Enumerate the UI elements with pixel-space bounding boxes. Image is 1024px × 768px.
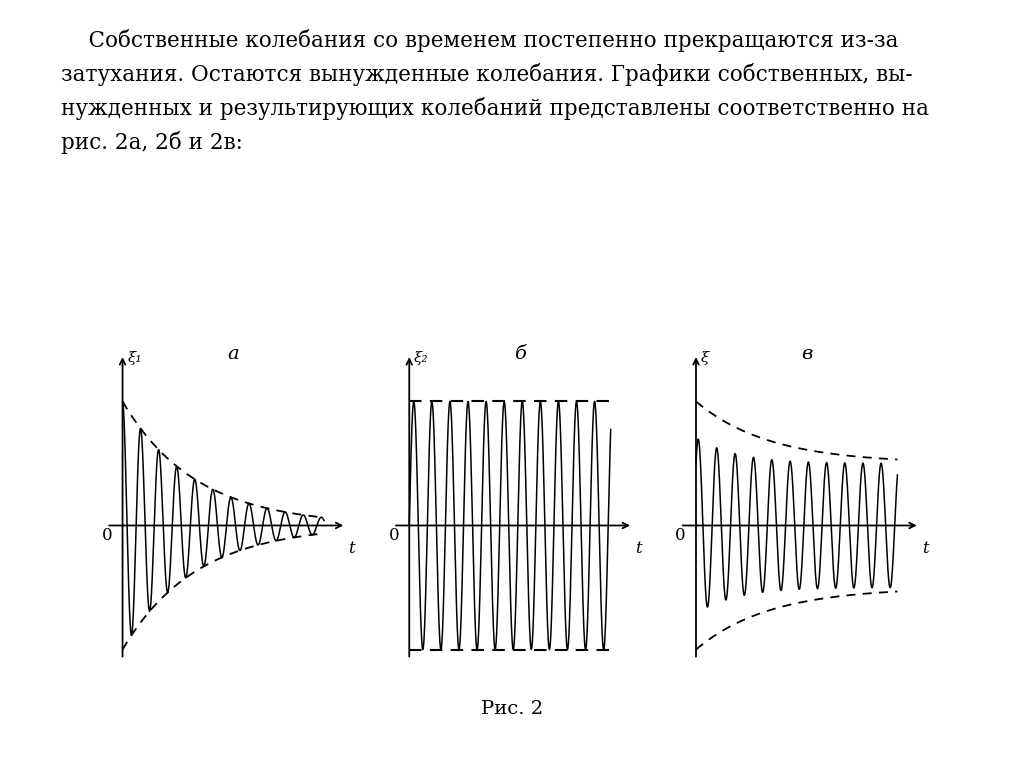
Text: 0: 0 [101, 527, 113, 544]
Text: t: t [635, 541, 641, 558]
Text: t: t [348, 541, 354, 558]
Text: а: а [227, 346, 240, 363]
Text: в: в [801, 346, 812, 363]
Text: 0: 0 [388, 527, 399, 544]
Text: ξ₁: ξ₁ [127, 351, 142, 365]
Text: 0: 0 [675, 527, 686, 544]
Text: ξ: ξ [700, 351, 710, 365]
Text: б: б [514, 346, 526, 363]
Text: Рис. 2: Рис. 2 [481, 700, 543, 718]
Text: Собственные колебания со временем постепенно прекращаются из-за
затухания. Остаю: Собственные колебания со временем постеп… [61, 29, 930, 154]
Text: ξ₂: ξ₂ [414, 351, 429, 365]
Text: t: t [922, 541, 928, 558]
